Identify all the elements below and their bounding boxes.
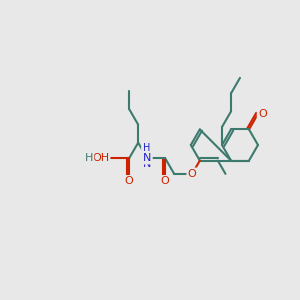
Text: H: H <box>143 143 151 153</box>
Text: H: H <box>142 147 150 157</box>
Text: OH: OH <box>92 153 109 163</box>
Text: O: O <box>161 176 170 186</box>
Text: H: H <box>85 153 93 163</box>
Text: N: N <box>143 153 152 163</box>
Text: O: O <box>188 169 197 179</box>
Text: O: O <box>188 169 197 179</box>
Text: O: O <box>258 109 267 119</box>
Text: O: O <box>125 176 134 186</box>
Text: H
N: H N <box>143 148 152 169</box>
Text: O: O <box>161 176 170 186</box>
Text: O: O <box>125 176 134 186</box>
Text: O: O <box>258 109 267 119</box>
